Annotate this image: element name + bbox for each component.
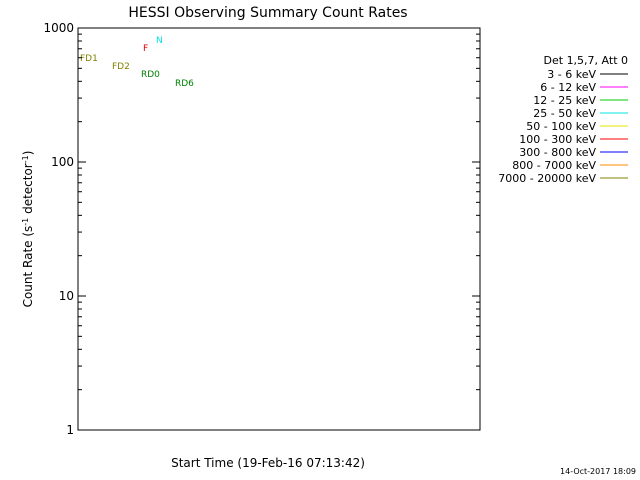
legend-label-2: 6 - 12 keV: [540, 81, 596, 94]
legend-label-7: 300 - 800 keV: [519, 146, 596, 159]
y-tick-label: 100: [51, 155, 74, 169]
legend-label-3: 12 - 25 keV: [533, 94, 596, 107]
plot-frame: [77, 27, 481, 431]
y-tick-label: 1000: [43, 21, 74, 35]
y-tick-label: 1: [66, 423, 74, 437]
chart-title: HESSI Observing Summary Count Rates: [128, 5, 407, 21]
flag-bars: NF FD1 FD2 RD0 RD6: [80, 36, 194, 89]
flag-label-n: N: [156, 36, 163, 46]
legend-label-5: 50 - 100 keV: [526, 120, 596, 133]
flag-label-rd0: RD0: [141, 70, 160, 80]
legend-label-8: 800 - 7000 keV: [512, 159, 596, 172]
legend-label-4: 25 - 50 keV: [533, 107, 596, 120]
legend-header: Det 1,5,7, Att 0: [544, 54, 628, 67]
flag-label-f: F: [143, 44, 148, 54]
legend-label-1: 3 - 6 keV: [547, 68, 596, 81]
legend-label-6: 100 - 300 keV: [519, 133, 596, 146]
legend-label-9: 7000 - 20000 keV: [498, 172, 596, 185]
y-tick-label: 10: [59, 289, 74, 303]
y-axis: 1 10 100 1000: [43, 21, 480, 437]
x-axis-label: Start Time (19-Feb-16 07:13:42): [171, 456, 365, 470]
timestamp: 14-Oct-2017 18:09: [560, 467, 636, 476]
flag-label-fd2: FD2: [112, 62, 130, 72]
y-axis-label: Count Rate (s-1 detector-1): [21, 151, 36, 308]
flag-label-fd1: FD1: [80, 54, 98, 64]
flag-label-rd6: RD6: [175, 79, 194, 89]
